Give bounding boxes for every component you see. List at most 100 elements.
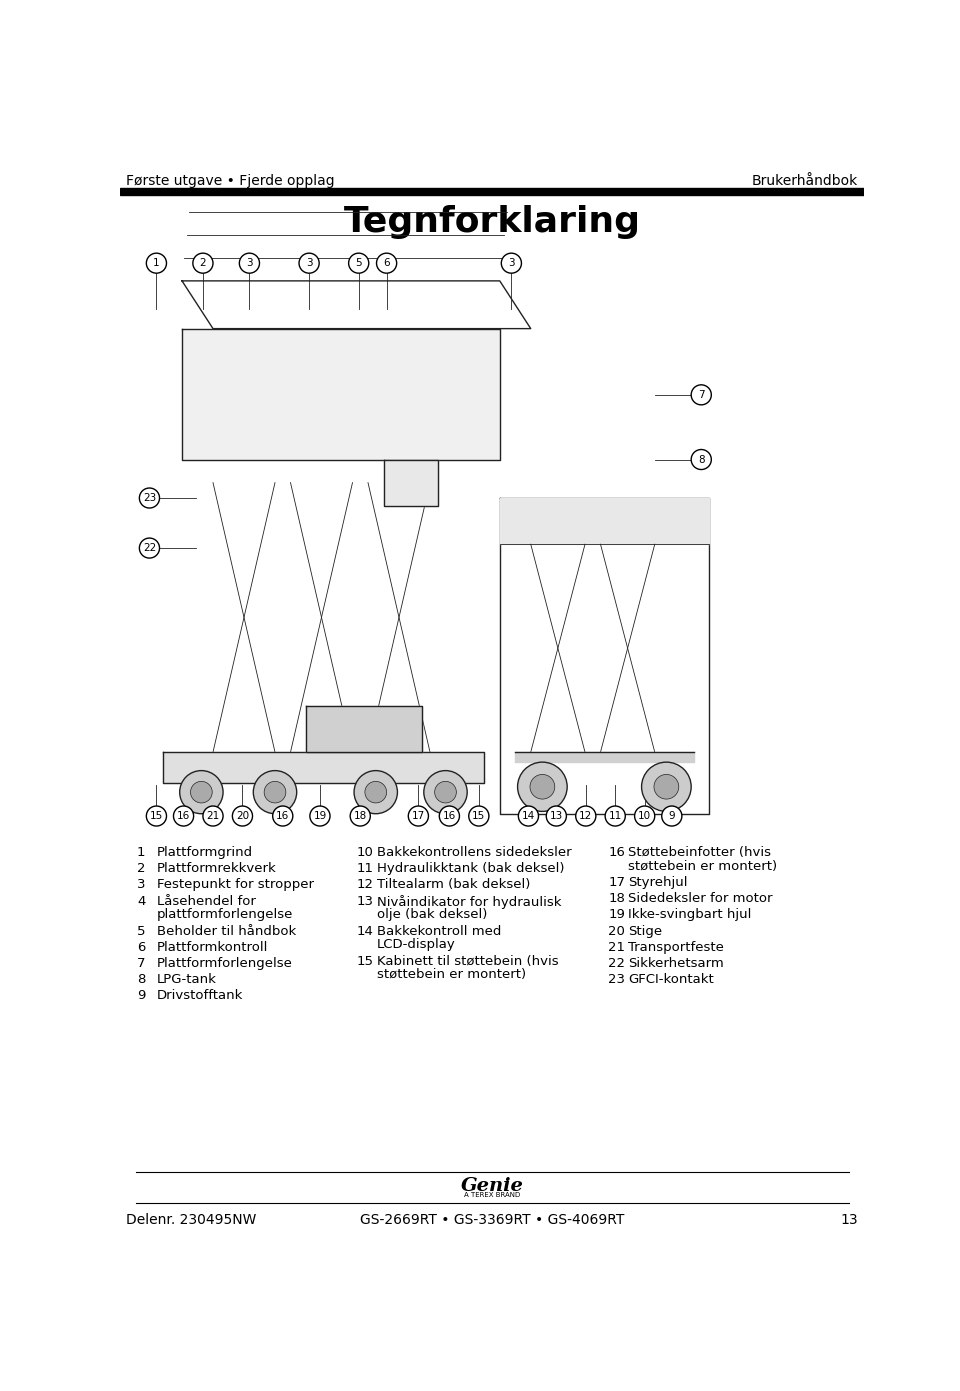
Text: 4: 4 xyxy=(137,894,145,907)
Text: 21: 21 xyxy=(609,940,625,954)
Circle shape xyxy=(310,805,330,826)
Text: 15: 15 xyxy=(356,954,373,968)
Circle shape xyxy=(264,782,286,803)
Text: 20: 20 xyxy=(609,925,625,938)
Text: 9: 9 xyxy=(668,811,675,821)
Text: 2: 2 xyxy=(200,259,206,268)
Text: Hydraulikktank (bak deksel): Hydraulikktank (bak deksel) xyxy=(376,862,564,875)
Text: 16: 16 xyxy=(609,846,625,860)
Text: 15: 15 xyxy=(472,811,486,821)
Text: 3: 3 xyxy=(246,259,252,268)
Text: GS-2669RT • GS-3369RT • GS-4069RT: GS-2669RT • GS-3369RT • GS-4069RT xyxy=(360,1213,624,1227)
Circle shape xyxy=(641,762,691,811)
Circle shape xyxy=(440,805,460,826)
Circle shape xyxy=(691,449,711,470)
Text: 1: 1 xyxy=(137,846,146,860)
Text: Styrehjul: Styrehjul xyxy=(629,876,688,889)
Circle shape xyxy=(190,782,212,803)
Text: 5: 5 xyxy=(137,925,146,938)
Circle shape xyxy=(661,805,682,826)
Text: olje (bak deksel): olje (bak deksel) xyxy=(376,908,487,921)
Text: 3: 3 xyxy=(306,259,312,268)
Text: Sidedeksler for motor: Sidedeksler for motor xyxy=(629,892,773,906)
Circle shape xyxy=(423,771,468,814)
Text: 23: 23 xyxy=(609,974,625,986)
Text: 12: 12 xyxy=(356,878,373,892)
Text: 22: 22 xyxy=(143,542,156,554)
Text: 12: 12 xyxy=(579,811,592,821)
Text: 16: 16 xyxy=(276,811,289,821)
Text: Brukerhåndbok: Brukerhåndbok xyxy=(752,174,858,188)
Text: 20: 20 xyxy=(236,811,249,821)
Circle shape xyxy=(501,253,521,273)
Circle shape xyxy=(146,253,166,273)
Text: Nivåindikator for hydraulisk: Nivåindikator for hydraulisk xyxy=(376,894,561,908)
Text: støttebein er montert): støttebein er montert) xyxy=(376,968,526,982)
Circle shape xyxy=(518,805,539,826)
Text: 3: 3 xyxy=(137,878,146,892)
Circle shape xyxy=(376,253,396,273)
Circle shape xyxy=(605,805,625,826)
Bar xyxy=(120,188,864,195)
Text: Bakkekontroll med: Bakkekontroll med xyxy=(376,925,501,938)
Text: Plattformgrind: Plattformgrind xyxy=(157,846,253,860)
Text: 2: 2 xyxy=(137,862,146,875)
Circle shape xyxy=(203,805,223,826)
Text: 18: 18 xyxy=(353,811,367,821)
Text: LCD-display: LCD-display xyxy=(376,939,455,951)
Circle shape xyxy=(273,805,293,826)
Circle shape xyxy=(174,805,194,826)
Text: Plattformforlengelse: Plattformforlengelse xyxy=(157,957,293,970)
Circle shape xyxy=(468,805,489,826)
Text: Ikke-svingbart hjul: Ikke-svingbart hjul xyxy=(629,908,752,921)
Polygon shape xyxy=(383,459,438,506)
Text: 8: 8 xyxy=(137,974,145,986)
Polygon shape xyxy=(500,498,709,814)
Circle shape xyxy=(354,771,397,814)
Circle shape xyxy=(348,253,369,273)
Text: Kabinett til støttebein (hvis: Kabinett til støttebein (hvis xyxy=(376,954,558,968)
Circle shape xyxy=(193,253,213,273)
Circle shape xyxy=(654,775,679,798)
Text: 13: 13 xyxy=(840,1213,858,1227)
Text: 14: 14 xyxy=(356,925,373,938)
Text: 7: 7 xyxy=(698,389,705,399)
Text: 22: 22 xyxy=(609,957,625,970)
Circle shape xyxy=(408,805,428,826)
Text: 16: 16 xyxy=(177,811,190,821)
Text: plattformforlengelse: plattformforlengelse xyxy=(157,908,294,921)
Circle shape xyxy=(146,805,166,826)
Text: 6: 6 xyxy=(137,940,145,954)
Polygon shape xyxy=(182,281,531,328)
Text: Støttebeinfotter (hvis: Støttebeinfotter (hvis xyxy=(629,846,772,860)
Text: 16: 16 xyxy=(443,811,456,821)
Text: 6: 6 xyxy=(383,259,390,268)
Circle shape xyxy=(365,782,387,803)
Polygon shape xyxy=(500,498,709,544)
Text: 21: 21 xyxy=(206,811,220,821)
Text: 14: 14 xyxy=(522,811,535,821)
Text: 13: 13 xyxy=(356,894,373,907)
Text: Stige: Stige xyxy=(629,925,662,938)
Text: Plattformkontroll: Plattformkontroll xyxy=(157,940,269,954)
Text: 10: 10 xyxy=(356,846,373,860)
Text: 23: 23 xyxy=(143,492,156,504)
Polygon shape xyxy=(162,753,484,783)
Text: 17: 17 xyxy=(412,811,425,821)
Text: 8: 8 xyxy=(698,455,705,465)
Text: Første utgave • Fjerde opplag: Første utgave • Fjerde opplag xyxy=(126,174,335,188)
Circle shape xyxy=(530,775,555,798)
Text: 11: 11 xyxy=(356,862,373,875)
Text: 19: 19 xyxy=(609,908,625,921)
Text: Bakkekontrollens sidedeksler: Bakkekontrollens sidedeksler xyxy=(376,846,571,860)
Circle shape xyxy=(691,385,711,405)
Circle shape xyxy=(299,253,319,273)
Circle shape xyxy=(517,762,567,811)
Circle shape xyxy=(253,771,297,814)
Circle shape xyxy=(435,782,456,803)
Circle shape xyxy=(232,805,252,826)
Text: 9: 9 xyxy=(137,989,145,1003)
Polygon shape xyxy=(182,328,500,459)
Text: Låsehendel for: Låsehendel for xyxy=(157,894,256,907)
Text: støttebein er montert): støttebein er montert) xyxy=(629,860,778,874)
